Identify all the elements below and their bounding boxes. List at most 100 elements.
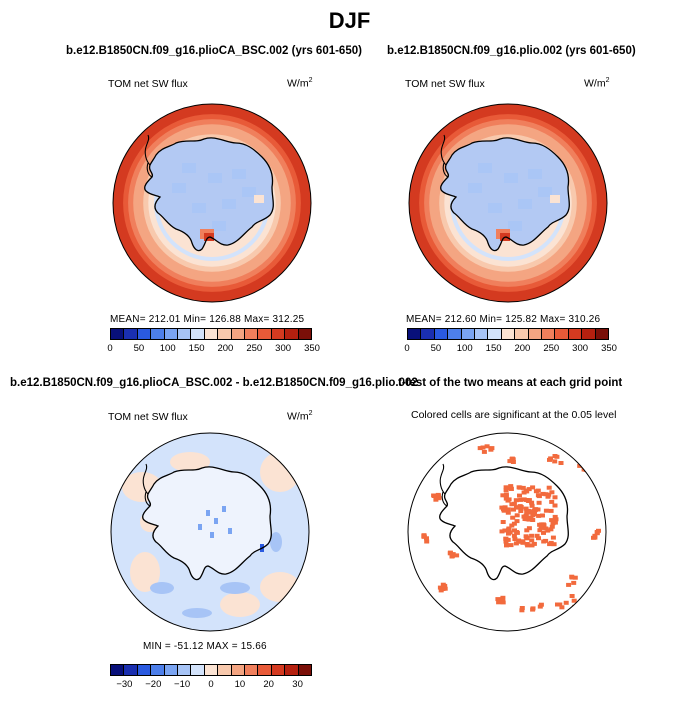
- colorbar-cell: [204, 665, 219, 675]
- significant-cell: [504, 543, 509, 548]
- colorbar-tick-label: −20: [145, 679, 162, 690]
- colorbar-tick-label: 20: [263, 679, 274, 690]
- field-cell: [210, 532, 214, 538]
- significant-cell: [503, 492, 509, 497]
- significant-cell: [505, 537, 511, 542]
- colorbar-tick-label: 150: [188, 343, 205, 354]
- significant-cell: [554, 454, 560, 459]
- field-cell: [222, 506, 226, 512]
- colorbar-cell: [231, 665, 246, 675]
- colorbar-cell: [245, 329, 259, 339]
- significant-cell: [523, 506, 529, 511]
- significant-cell: [548, 540, 554, 545]
- colorbar-cell: [475, 329, 489, 339]
- field-cell: [242, 187, 256, 197]
- coastline: [439, 466, 569, 581]
- significant-cell: [499, 597, 505, 602]
- significant-cell: [543, 492, 549, 497]
- significant-cell: [571, 598, 577, 603]
- significant-cell: [508, 484, 514, 489]
- significant-cell: [526, 487, 532, 492]
- significant-cell: [500, 599, 506, 604]
- top-left-units: W/m2: [287, 77, 313, 90]
- significant-cell: [509, 456, 515, 461]
- significant-cell: [442, 583, 448, 588]
- significant-cell: [502, 528, 508, 533]
- bottom-right-polar-map: [407, 432, 607, 632]
- field-cell: [254, 195, 264, 203]
- colorbar-cell: [421, 329, 435, 339]
- significant-cell: [548, 527, 554, 532]
- significant-cell: [511, 501, 517, 506]
- significant-cell: [552, 503, 558, 508]
- colorbar-cell: [285, 665, 299, 675]
- significant-cell: [552, 520, 558, 525]
- significant-cell: [503, 496, 509, 501]
- significant-cell: [529, 500, 535, 505]
- colorbar-cell: [191, 329, 205, 339]
- field-patch: [220, 592, 260, 617]
- field-cell: [172, 183, 186, 193]
- significant-cell: [533, 507, 539, 512]
- colorbar-tick-label: 350: [601, 343, 617, 354]
- significant-cell: [503, 485, 509, 490]
- field-patch: [150, 582, 174, 594]
- field-cell: [198, 524, 202, 530]
- top-left-colorbar: [110, 328, 312, 340]
- field-cell: [206, 510, 210, 516]
- field-patch: [182, 608, 212, 618]
- coastline: [439, 463, 448, 507]
- colorbar-cell: [515, 329, 529, 339]
- significant-cell: [484, 444, 490, 449]
- significant-cell: [513, 498, 519, 503]
- significant-cell: [572, 575, 578, 580]
- significant-cell: [536, 513, 542, 518]
- significant-cell: [529, 538, 535, 543]
- colorbar-tick-label: 0: [208, 679, 214, 690]
- significant-cell: [537, 528, 543, 533]
- field-cell: [182, 163, 196, 173]
- significant-cell: [519, 608, 525, 613]
- significant-cell: [511, 521, 517, 526]
- significant-cell: [499, 529, 505, 534]
- colorbar-cell: [542, 329, 556, 339]
- significant-cell: [555, 602, 560, 607]
- significant-cell: [495, 597, 501, 602]
- colorbar-cell: [271, 665, 286, 675]
- colorbar-cell: [528, 329, 543, 339]
- significant-cell: [505, 507, 511, 512]
- field-cell: [208, 173, 222, 183]
- significant-cell: [432, 494, 437, 498]
- significant-cell: [540, 491, 546, 496]
- bottom-left-stats: MIN = -51.12 MAX = 15.66: [143, 641, 267, 652]
- significant-cell: [517, 504, 523, 509]
- colorbar-cell: [151, 329, 165, 339]
- map-boundary: [110, 432, 310, 632]
- colorbar-cell: [258, 665, 272, 675]
- top-left-panel-title: b.e12.B1850CN.f09_g16.plioCA_BSC.002 (yr…: [66, 45, 362, 57]
- colorbar-tick-label: 50: [430, 343, 442, 354]
- significant-cell: [552, 514, 558, 519]
- significant-cell: [480, 445, 486, 450]
- top-right-variable-label: TOM net SW flux: [405, 78, 485, 90]
- significant-cell: [550, 535, 556, 540]
- significant-cell: [512, 528, 517, 533]
- significant-cell: [500, 520, 506, 524]
- significant-cell: [503, 488, 509, 493]
- colorbar-tick-label: 10: [234, 679, 246, 690]
- colorbar-cell: [111, 329, 125, 339]
- significant-cell: [543, 508, 549, 513]
- significant-cell: [526, 499, 532, 503]
- significant-cell: [512, 537, 518, 541]
- significant-cell: [546, 485, 552, 490]
- field-cell: [222, 199, 236, 209]
- significant-cell: [507, 459, 513, 464]
- field-patch: [170, 452, 210, 472]
- significant-cell: [533, 489, 539, 494]
- bottom-right-panel-title: t-test of the two means at each grid poi…: [398, 377, 623, 389]
- coastline: [142, 466, 272, 581]
- field-patch: [220, 582, 250, 594]
- colorbar-cell: [461, 329, 476, 339]
- significant-cell: [508, 543, 514, 548]
- colorbar-tick-label: 100: [456, 343, 473, 354]
